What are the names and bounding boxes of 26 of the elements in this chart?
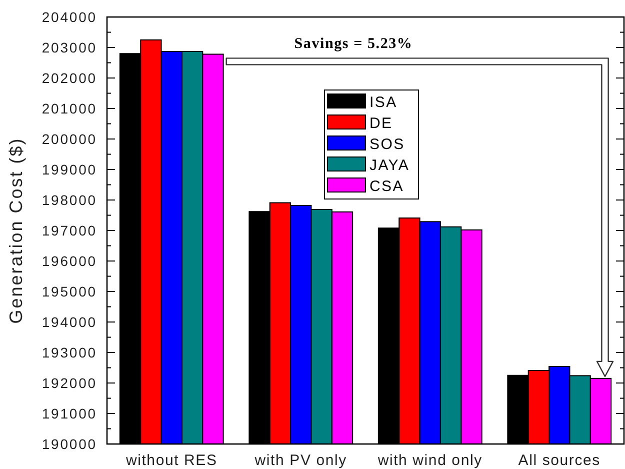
y-tick-label: 201000 xyxy=(42,100,97,117)
y-tick-label: 204000 xyxy=(42,9,97,26)
legend-label: DE xyxy=(370,115,393,132)
legend-label: ISA xyxy=(370,94,398,111)
y-tick-label: 194000 xyxy=(42,314,97,330)
annotation: Savings = 5.23% xyxy=(294,36,413,52)
y-tick-label: 200000 xyxy=(42,131,97,148)
y-tick-label: 203000 xyxy=(42,40,97,56)
x-tick-label: without RES xyxy=(124,452,218,469)
legend-label: JAYA xyxy=(370,157,410,174)
y-axis-title: Generation Cost ($) xyxy=(6,137,26,324)
y-tick-label: 196000 xyxy=(42,253,97,270)
legend-label: SOS xyxy=(370,136,405,153)
y-tick-label: 197000 xyxy=(42,222,97,239)
y-tick-label: 202000 xyxy=(42,70,97,86)
y-tick-label: 195000 xyxy=(42,284,97,300)
y-tick-label: 192000 xyxy=(42,375,97,392)
x-tick-label: with wind only xyxy=(376,452,482,469)
y-tick-label: 193000 xyxy=(42,344,97,361)
x-tick-label: with PV only xyxy=(254,452,347,469)
y-tick-label: 198000 xyxy=(42,192,97,208)
y-tick-label: 191000 xyxy=(42,406,97,422)
y-tick-label: 190000 xyxy=(42,436,97,452)
legend-label: CSA xyxy=(370,178,404,195)
y-tick-label: 199000 xyxy=(42,162,97,178)
x-tick-label: All sources xyxy=(518,452,600,469)
